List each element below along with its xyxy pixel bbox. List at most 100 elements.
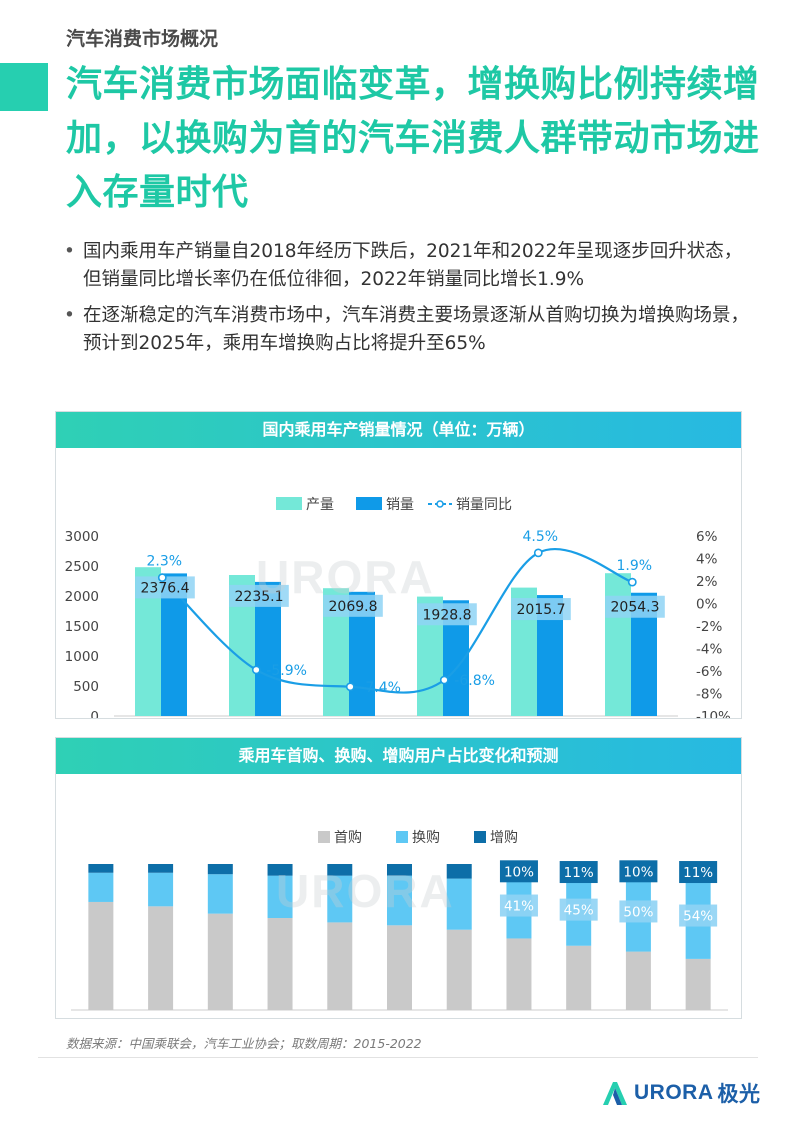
- bar-first-purchase: [685, 958, 711, 1010]
- data-label-add: 10%: [504, 864, 534, 880]
- aurora-logo-icon: [603, 1082, 627, 1105]
- data-label-bg: [499, 894, 538, 917]
- bar-first-purchase: [506, 938, 532, 1010]
- chart-panel-purchase-share: 乘用车首购、换购、增购用户占比变化和预测 2015201620172018201…: [55, 737, 742, 1037]
- bar-add-purchase: [207, 864, 233, 875]
- data-label-bg: [417, 603, 477, 626]
- y-tick-label: 3000: [65, 529, 99, 545]
- data-label-yoy: -6.8%: [454, 673, 495, 689]
- y-tick-label: 0: [90, 709, 99, 718]
- brand-name-cn: 极光: [717, 1083, 761, 1106]
- chart-title: 国内乘用车产销量情况（单位：万辆）: [56, 412, 741, 448]
- bar-first-purchase: [207, 913, 233, 1010]
- y2-tick-label: 6%: [696, 529, 718, 545]
- y2-tick-label: 4%: [696, 552, 718, 568]
- data-label-bg: [679, 904, 718, 927]
- y2-tick-label: -2%: [696, 619, 722, 635]
- bar-first-purchase: [88, 901, 114, 1010]
- data-label-bg: [229, 584, 289, 607]
- bar-first-purchase: [566, 945, 592, 1010]
- series-point-yoy: [439, 675, 449, 685]
- chart-panel-sales: 国内乘用车产销量情况（单位：万辆） 0 500 1000 1500 2000 2500 30…: [55, 411, 742, 743]
- data-label-add: 11%: [564, 865, 594, 881]
- bullet-list: • 国内乘用车产销量自2018年经历下跌后，2021年和2022年呈现逐步回升状…: [62, 238, 752, 366]
- y2-tick-label: -10%: [696, 709, 731, 718]
- bar-replace-purchase: [327, 875, 353, 923]
- chart-title: 乘用车首购、换购、增购用户占比变化和预测: [56, 738, 741, 774]
- data-label-sales: 2235.1: [235, 589, 284, 605]
- bar-first-purchase: [327, 922, 353, 1010]
- bar-add-purchase: [88, 864, 114, 873]
- bar-first-purchase: [267, 918, 293, 1010]
- bullet-text: 国内乘用车产销量自2018年经历下跌后，2021年和2022年呈现逐步回升状态，…: [83, 241, 743, 290]
- bar-replace-purchase: [207, 874, 233, 914]
- bar-replace-purchase: [267, 875, 293, 919]
- data-label-bg: [679, 861, 718, 884]
- series-point-yoy: [627, 577, 637, 587]
- bar-replace-purchase: [446, 878, 472, 930]
- data-label-add: 10%: [623, 864, 653, 880]
- y-tick-label: 2500: [65, 559, 99, 575]
- y-tick-label: 1000: [65, 649, 99, 665]
- bar-add-purchase: [327, 864, 353, 876]
- data-label-bg: [619, 900, 658, 923]
- legend-label: 销量: [386, 497, 414, 513]
- y-tick-label: 1500: [65, 619, 99, 635]
- legend-label: 增购: [490, 830, 518, 846]
- data-label-replace: 54%: [683, 909, 713, 925]
- bar-replace-purchase: [148, 872, 174, 907]
- data-label-yoy: 4.5%: [523, 529, 559, 545]
- bar-production: [605, 573, 631, 716]
- y2-tick-label: 2%: [696, 574, 718, 590]
- y2-tick-label: -8%: [696, 687, 722, 703]
- data-label-bg: [559, 898, 598, 921]
- data-label-sales: 2054.3: [611, 600, 660, 616]
- bar-add-purchase: [387, 864, 412, 876]
- bar-first-purchase: [387, 925, 412, 1010]
- page-title: 汽车消费市场面临变革，增换购比例持续增加，以换购为首的汽车消费人群带动市场进入存…: [66, 64, 760, 213]
- bar-first-purchase: [148, 906, 174, 1010]
- bar-add-purchase: [267, 864, 293, 876]
- y2-tick-label: -4%: [696, 642, 722, 658]
- series-line-yoy: [161, 547, 633, 694]
- bullet-text: 在逐渐稳定的汽车消费市场中，汽车消费主要场景逐渐从首购切换为增换购场景，预计到2…: [83, 305, 750, 354]
- data-label-bg: [323, 594, 383, 617]
- bar-first-purchase: [446, 929, 472, 1010]
- data-label-sales: 2015.7: [517, 602, 566, 618]
- data-label-replace: 41%: [504, 899, 534, 915]
- bullet-dot: •: [64, 305, 75, 326]
- legend-swatch-production: [276, 497, 302, 510]
- bullet-item: • 国内乘用车产销量自2018年经历下跌后，2021年和2022年呈现逐步回升状…: [62, 238, 752, 294]
- bullet-dot: •: [64, 241, 75, 262]
- data-label-yoy: -5.9%: [266, 663, 307, 679]
- data-label-bg: [135, 576, 195, 599]
- data-label-add: 11%: [683, 865, 713, 881]
- y-tick-label: 500: [73, 679, 99, 695]
- data-label-yoy: -7.4%: [360, 680, 401, 696]
- data-label-replace: 50%: [623, 904, 653, 920]
- bullet-item: • 在逐渐稳定的汽车消费市场中，汽车消费主要场景逐渐从首购切换为增换购场景，预计…: [62, 302, 752, 358]
- data-label-bg: [499, 860, 538, 883]
- bar-add-purchase: [148, 864, 174, 873]
- data-label-bg: [605, 595, 665, 618]
- source-note: 数据来源：中国乘联会，汽车工业协会；取数周期：2015-2022: [66, 1036, 422, 1051]
- brand-name: URORA: [634, 1081, 714, 1104]
- legend-swatch: [396, 831, 408, 843]
- bar-replace-purchase: [387, 875, 412, 926]
- data-label-sales: 1928.8: [423, 607, 472, 623]
- y-tick-label: 2000: [65, 589, 99, 605]
- data-label-bg: [619, 860, 658, 883]
- legend-swatch-sales: [356, 497, 382, 510]
- data-label-replace: 45%: [564, 903, 594, 919]
- footer-divider: [38, 1057, 758, 1058]
- legend-swatch-yoy-point: [436, 500, 444, 508]
- series-point-yoy: [533, 548, 543, 558]
- series-point-yoy: [157, 573, 167, 583]
- brand-logo: URORA 极光: [600, 1078, 780, 1108]
- bar-first-purchase: [625, 951, 651, 1010]
- section-label: 汽车消费市场概况: [66, 28, 219, 50]
- legend-label: 首购: [334, 830, 362, 846]
- sales-chart: 0 500 1000 1500 2000 2500 3000 -10% -8% -6% -4% -2%…: [65, 497, 731, 743]
- bar-replace-purchase: [88, 872, 114, 902]
- y2-tick-label: 0%: [696, 597, 718, 613]
